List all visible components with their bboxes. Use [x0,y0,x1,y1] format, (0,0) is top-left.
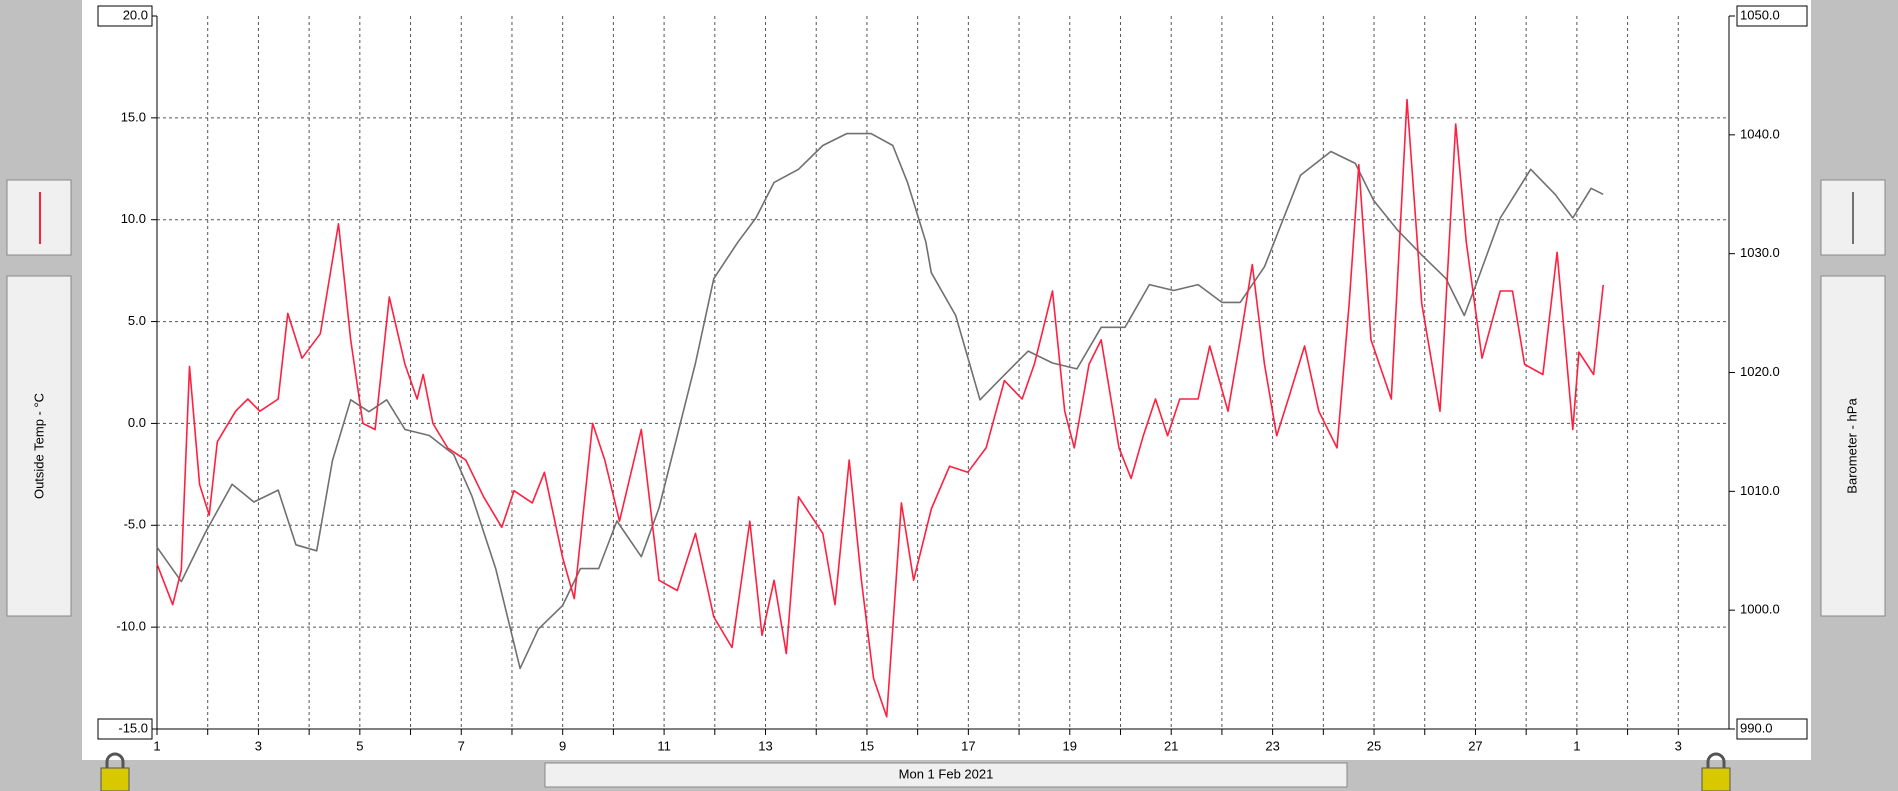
y2-tick-label: 1010.0 [1740,483,1780,498]
y2-tick-label: 1040.0 [1740,126,1780,141]
series-line [156,98,1604,718]
y-axis-label: Outside Temp - °C [31,393,46,499]
y-tick-label: 0.0 [128,415,146,430]
x-tick-label: 13 [758,738,772,753]
x-tick-label: 15 [860,738,874,753]
y-tick-label: -15.0 [118,720,148,735]
plot-background [82,0,1811,760]
y-tick-label: 5.0 [128,313,146,328]
x-tick-label: 19 [1063,738,1077,753]
x-tick-label: 7 [458,738,465,753]
tick-box [1736,718,1808,740]
y-tick-label: 15.0 [121,109,146,124]
y-tick-label: -10.0 [116,619,146,634]
x-tick-label: 27 [1468,738,1482,753]
y-tick-label: 10.0 [121,211,146,226]
tick-box [97,5,153,27]
x-tick-label: 25 [1367,738,1381,753]
axis-panel[interactable] [1820,275,1886,617]
x-tick-label: 1 [1573,738,1580,753]
y2-tick-label: 1020.0 [1740,364,1780,379]
y2-axis-label: Barometer - hPa [1844,398,1859,494]
x-tick-label: 3 [255,738,262,753]
y-tick-label: 20.0 [123,7,148,22]
series-line [156,132,1604,670]
x-tick-label: 1 [153,738,160,753]
y2-tick-label: 990.0 [1740,720,1773,735]
x-tick-label: 23 [1265,738,1279,753]
y2-tick-label: 1050.0 [1740,7,1780,22]
lock-icon[interactable] [1701,752,1731,791]
x-tick-label: 3 [1675,738,1682,753]
x-tick-label: 5 [356,738,363,753]
lock-icon[interactable] [100,752,130,791]
y2-tick-label: 1000.0 [1740,602,1780,617]
date-bar[interactable] [544,762,1348,788]
x-tick-label: 21 [1164,738,1178,753]
tick-box [1736,5,1808,27]
x-tick-label: 11 [657,738,671,753]
x-tick-label: 17 [961,738,975,753]
axis-panel[interactable] [6,275,72,617]
x-axis-label: Mon 1 Feb 2021 [899,766,994,781]
tick-box [97,718,153,740]
y-tick-label: -5.0 [124,517,146,532]
x-tick-label: 9 [559,738,566,753]
y2-tick-label: 1030.0 [1740,245,1780,260]
